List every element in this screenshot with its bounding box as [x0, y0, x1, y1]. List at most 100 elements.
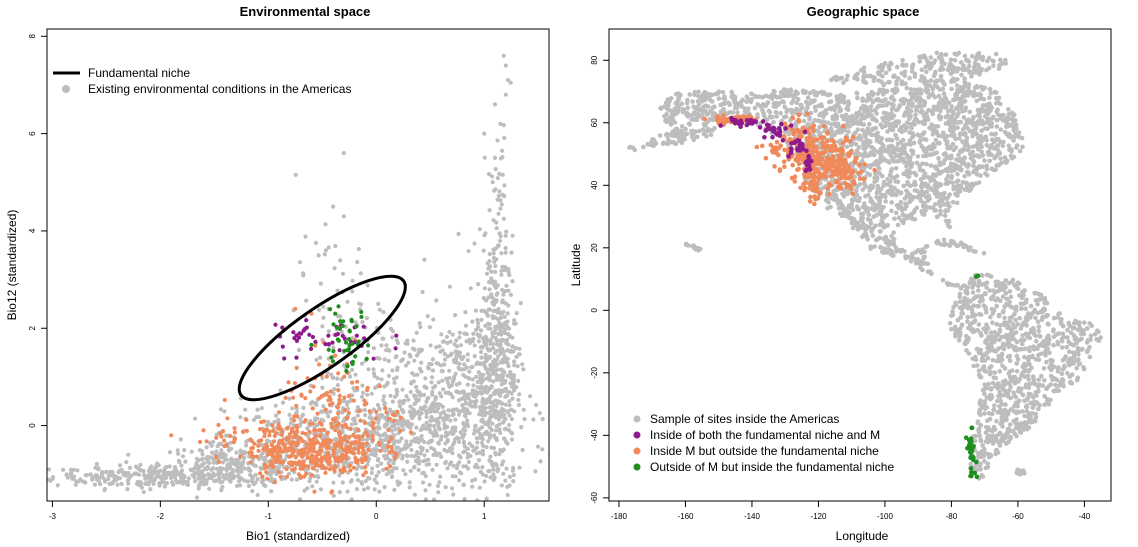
point-background: [425, 365, 431, 370]
point-orange: [257, 439, 262, 444]
point-background: [470, 364, 475, 369]
point-orange: [270, 423, 275, 428]
point-background: [795, 91, 800, 96]
point-background: [447, 376, 452, 381]
point-background: [413, 439, 418, 444]
point-background: [503, 426, 508, 431]
point-background: [912, 208, 917, 213]
point-background: [927, 196, 932, 201]
point-background: [432, 423, 437, 429]
point-background: [974, 165, 979, 171]
point-background: [895, 179, 901, 185]
point-background: [404, 439, 409, 444]
point-orange: [214, 454, 219, 460]
point-background: [417, 321, 422, 326]
point-background: [350, 278, 355, 283]
point-background: [465, 455, 470, 460]
point-background: [447, 368, 452, 373]
point-background: [503, 92, 508, 97]
left-plot-frame: [46, 28, 550, 502]
point-background: [854, 204, 860, 209]
point-background: [696, 89, 701, 95]
point-background: [875, 183, 880, 189]
point-background: [345, 524, 349, 528]
point-green: [340, 323, 345, 328]
point-background: [502, 380, 507, 385]
point-orange: [282, 443, 287, 448]
point-background: [416, 503, 420, 507]
point-background: [102, 479, 108, 484]
point-background: [493, 285, 499, 290]
point-background: [489, 363, 494, 368]
point-background: [511, 388, 517, 393]
point-background: [977, 113, 982, 119]
point-background: [994, 95, 999, 101]
point-background: [331, 493, 336, 498]
point-background: [958, 167, 964, 173]
point-background: [914, 160, 920, 166]
point-background: [865, 208, 870, 214]
point-background: [419, 369, 424, 374]
point-background: [378, 412, 383, 418]
point-background: [224, 457, 229, 462]
point-background: [370, 466, 375, 471]
point-background: [957, 132, 963, 137]
point-background: [971, 163, 976, 168]
point-background: [956, 178, 961, 184]
point-orange: [333, 428, 338, 433]
point-background: [245, 479, 250, 484]
point-background: [472, 354, 477, 359]
point-background: [261, 482, 266, 487]
point-background: [710, 105, 716, 110]
point-background: [323, 248, 328, 253]
point-orange: [268, 462, 273, 467]
point-orange: [350, 441, 355, 446]
point-background: [985, 173, 990, 178]
point-orange: [285, 426, 290, 431]
point-background: [219, 441, 224, 447]
point-background: [501, 419, 506, 424]
point-background: [317, 307, 322, 312]
point-background: [471, 383, 476, 388]
point-background: [218, 407, 223, 412]
point-background: [424, 409, 429, 414]
point-background: [503, 327, 508, 332]
point-background: [436, 380, 441, 385]
point-background: [926, 175, 931, 180]
point-background: [226, 462, 231, 467]
point-orange: [398, 428, 403, 434]
point-background: [242, 478, 247, 483]
point-background: [416, 390, 421, 395]
point-background: [448, 446, 453, 451]
point-background: [496, 526, 500, 530]
point-background: [471, 336, 476, 341]
point-background: [320, 385, 325, 390]
point-background: [484, 376, 489, 381]
point-background: [503, 288, 508, 294]
point-background: [478, 469, 483, 474]
point-orange: [342, 374, 347, 379]
point-orange: [364, 430, 369, 435]
point-background: [486, 536, 490, 540]
point-background: [418, 451, 423, 456]
point-background: [467, 340, 473, 346]
point-orange: [370, 433, 375, 438]
point-background: [41, 480, 45, 484]
point-orange: [388, 464, 393, 469]
point-background: [503, 478, 508, 483]
point-background: [801, 118, 807, 124]
point-orange: [318, 442, 323, 447]
point-background: [386, 358, 391, 364]
point-background: [298, 260, 303, 265]
point-orange: [370, 423, 375, 429]
point-orange: [348, 468, 353, 473]
point-background: [935, 124, 941, 129]
point-background: [253, 463, 258, 469]
fundamental-niche-ellipse: [237, 274, 407, 402]
point-background: [332, 387, 337, 392]
point-background: [979, 128, 984, 133]
point-background: [474, 361, 479, 367]
point-orange: [346, 410, 351, 415]
point-background: [174, 468, 179, 473]
point-background: [480, 336, 486, 341]
